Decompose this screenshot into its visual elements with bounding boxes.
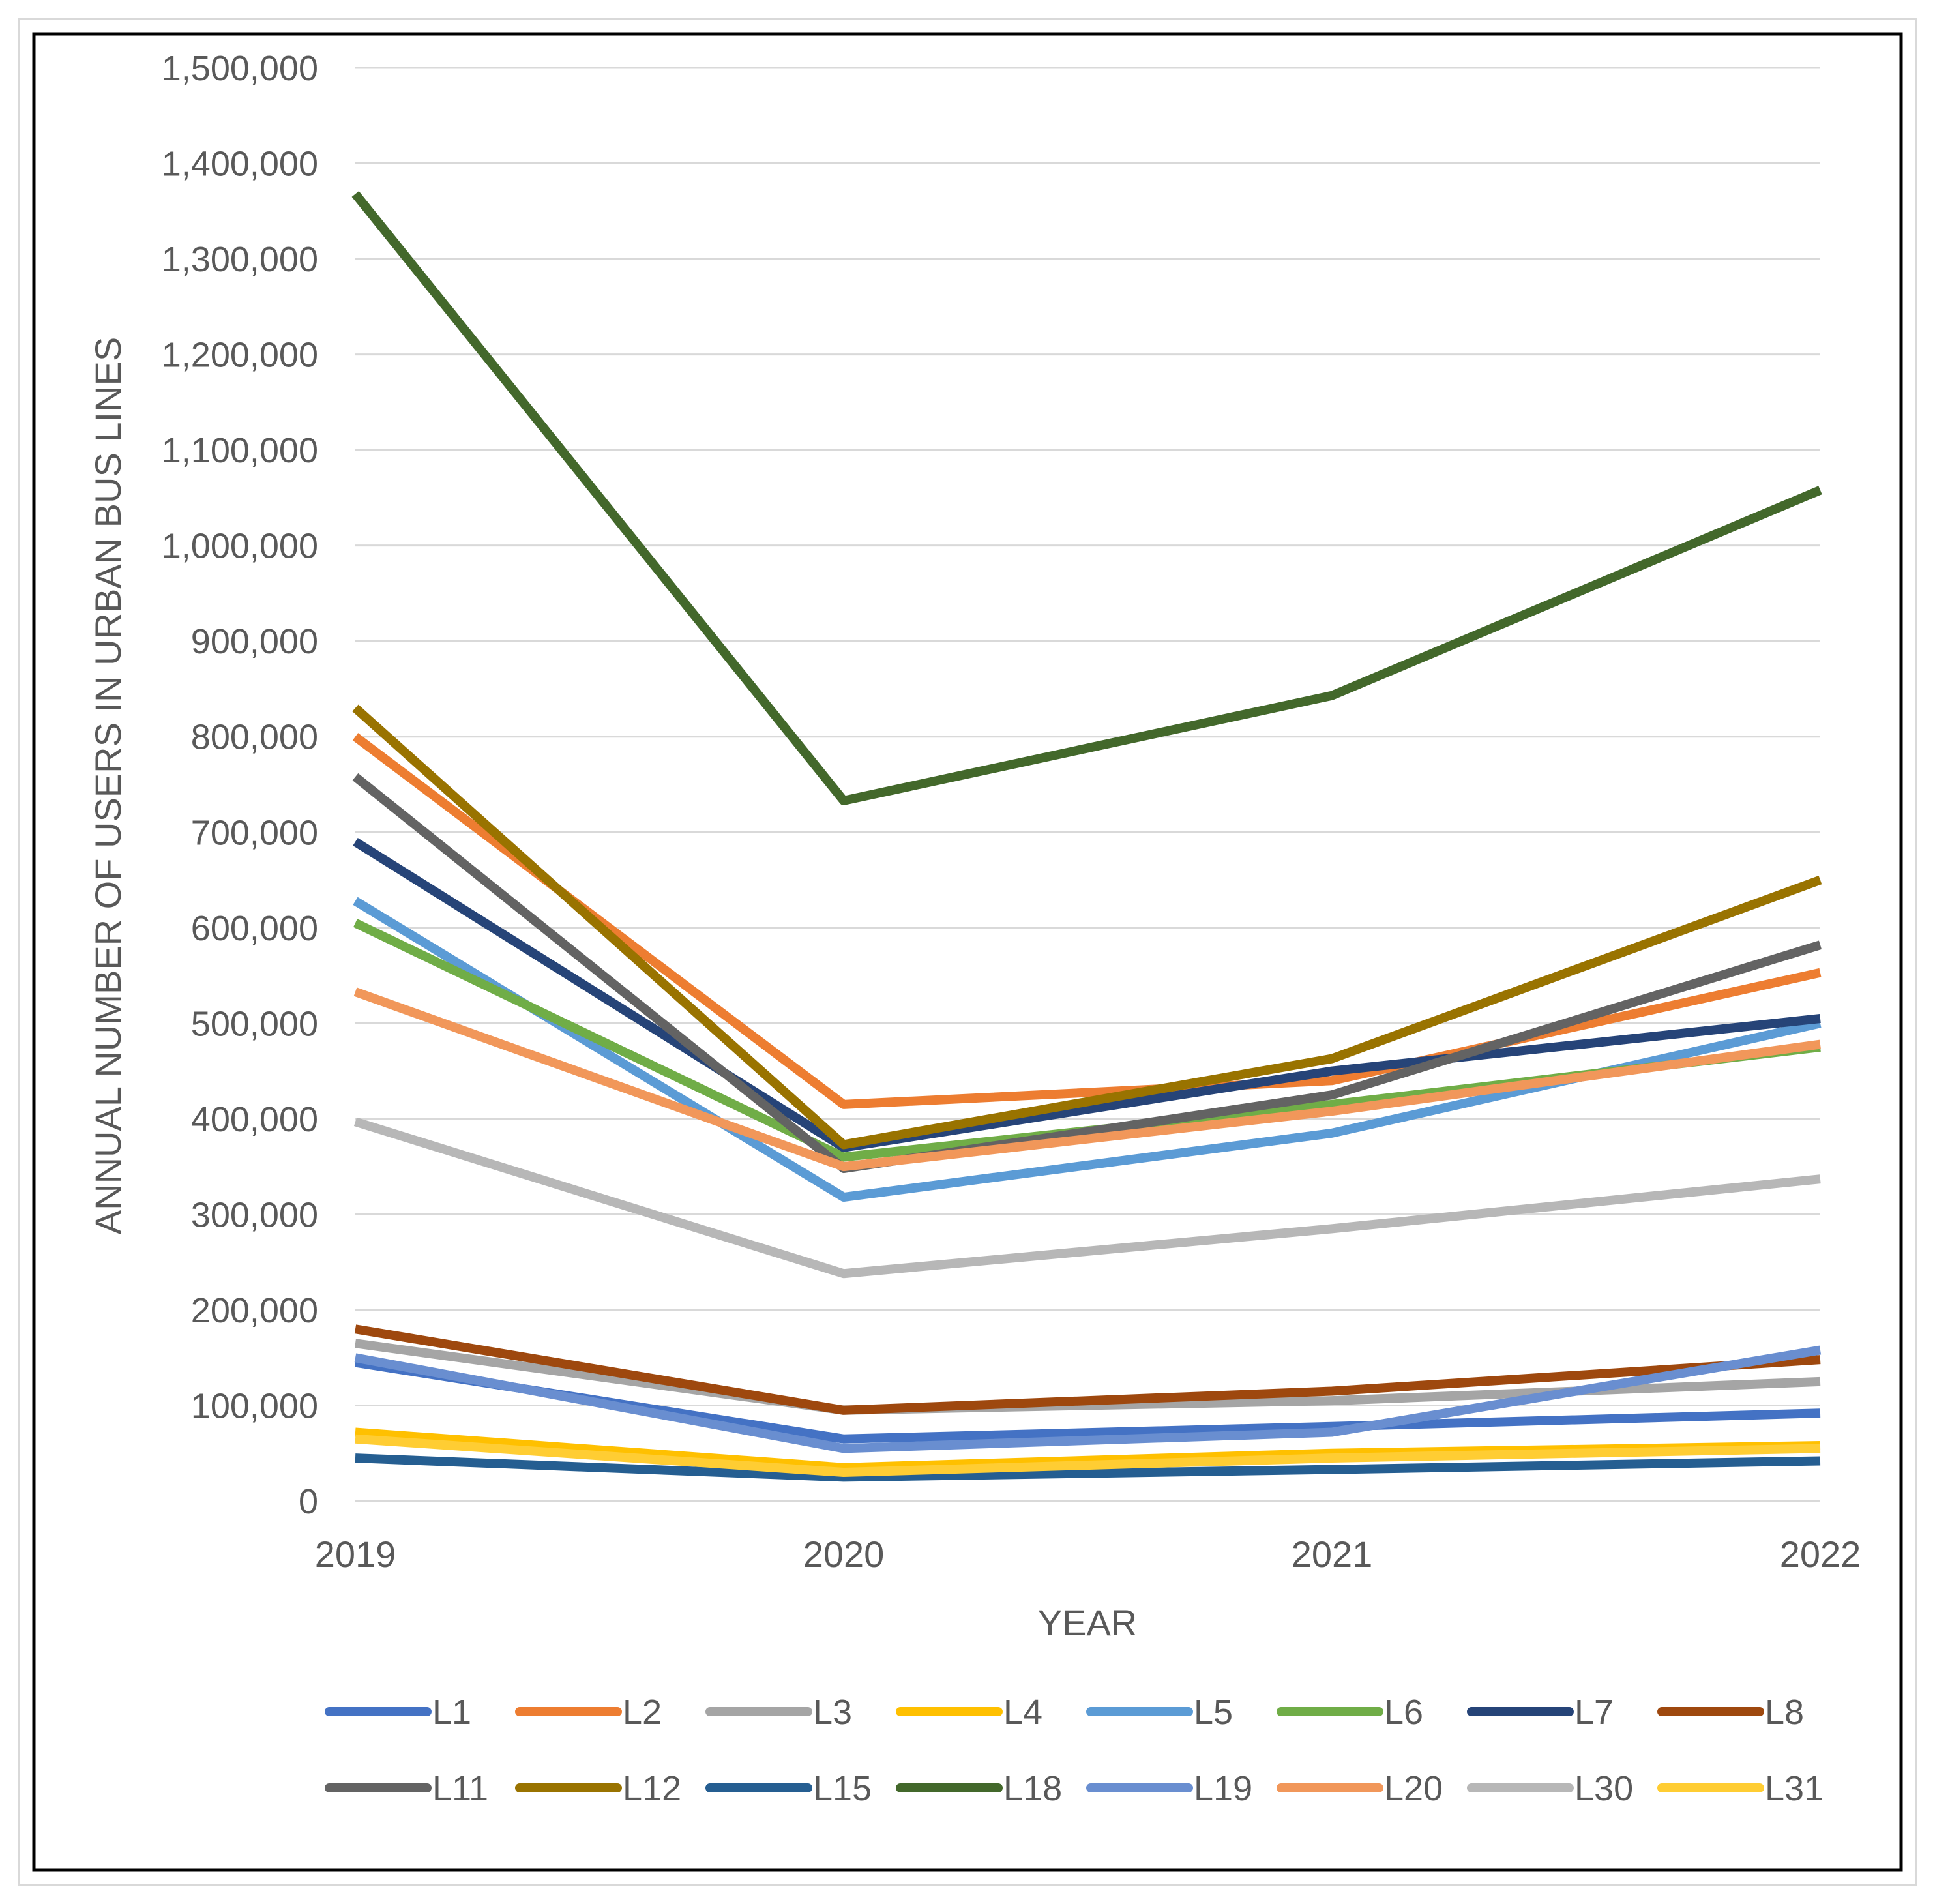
series-line-l8 [354,1324,1821,1415]
y-tick-label: 0 [299,1482,318,1521]
legend-item-l18: L18 [896,1769,1062,1808]
series-line-l20 [353,987,1821,1172]
x-axis-title: YEAR [1038,1602,1138,1643]
legend-label: L20 [1384,1769,1443,1808]
y-tick-label: 800,000 [191,718,318,757]
x-axis-ticks: 2019 2020 2021 2022 [315,1534,1861,1575]
legend-label: L3 [813,1693,852,1732]
legend-item-l4: L4 [896,1693,1042,1732]
legend-item-l3: L3 [705,1693,852,1732]
legend-label: L19 [1194,1769,1252,1808]
legend-label: L15 [813,1769,872,1808]
y-tick-label: 1,000,000 [162,527,318,566]
x-tick-label: 2020 [803,1534,885,1575]
legend-item-l20: L20 [1277,1769,1443,1808]
legend-label: L6 [1384,1693,1423,1732]
legend-item-l12: L12 [515,1769,681,1808]
series-line-l2 [352,733,1822,1109]
series-line-l31 [355,1434,1821,1478]
y-tick-label: 200,000 [191,1291,318,1330]
series-line-l12 [352,704,1822,1150]
x-tick-label: 2019 [315,1534,396,1575]
y-axis-title: ANNUAL NUMBER OF USERS IN URBAN BUS LINE… [87,337,128,1234]
series-line-l15 [355,1453,1821,1482]
legend-label: L18 [1003,1769,1062,1808]
series-line-l11 [352,773,1822,1174]
legend-item-l6: L6 [1277,1693,1423,1732]
chart-frame [18,18,1917,1886]
legend-item-l7: L7 [1467,1693,1614,1732]
legend-item-l1: L1 [325,1693,471,1732]
legend-label: L12 [623,1769,681,1808]
y-tick-label: 1,300,000 [162,240,318,279]
y-tick-label: 100,000 [191,1386,318,1425]
legend-item-l19: L19 [1086,1769,1252,1808]
y-axis-ticks: 0 100,000 200,000 300,000 400,000 500,000 600,… [162,49,318,1521]
series-line-l19 [354,1345,1822,1453]
legend-item-l15: L15 [705,1769,872,1808]
legend: L1 L2 L3 L4 L5 L6 L7 L8 L11 L12 L15 L18 L19 L20 L30 L31 [325,1693,1824,1808]
legend-label: L8 [1765,1693,1804,1732]
y-tick-label: 400,000 [191,1100,318,1139]
y-tick-label: 600,000 [191,909,318,948]
y-tick-label: 900,000 [191,622,318,661]
y-tick-label: 700,000 [191,813,318,852]
series-line-l30 [353,1117,1821,1279]
legend-label: L31 [1765,1769,1824,1808]
series-line-l18 [351,191,1822,805]
series-line-l7 [353,837,1821,1152]
legend-label: L7 [1574,1693,1614,1732]
legend-label: L5 [1194,1693,1233,1732]
y-tick-label: 1,100,000 [162,431,318,470]
legend-label: L1 [432,1693,471,1732]
legend-label: L30 [1574,1769,1633,1808]
legend-label: L11 [432,1769,488,1808]
legend-item-l11: L11 [325,1769,488,1808]
series-lines [351,191,1822,1482]
x-tick-label: 2022 [1780,1534,1861,1575]
x-tick-label: 2021 [1292,1534,1373,1575]
gridlines [355,67,1820,1502]
legend-item-l8: L8 [1657,1693,1804,1732]
legend-label: L2 [623,1693,662,1732]
y-tick-label: 300,000 [191,1195,318,1234]
legend-item-l2: L2 [515,1693,662,1732]
legend-item-l31: L31 [1657,1769,1824,1808]
legend-label: L4 [1003,1693,1042,1732]
series-line-l5 [353,897,1822,1202]
legend-item-l5: L5 [1086,1693,1233,1732]
y-tick-label: 1,200,000 [162,336,318,375]
y-tick-label: 500,000 [191,1004,318,1043]
plot-border [32,32,1903,1872]
y-tick-label: 1,400,000 [162,145,318,184]
y-tick-label: 1,500,000 [162,49,318,88]
legend-item-l30: L30 [1467,1769,1633,1808]
